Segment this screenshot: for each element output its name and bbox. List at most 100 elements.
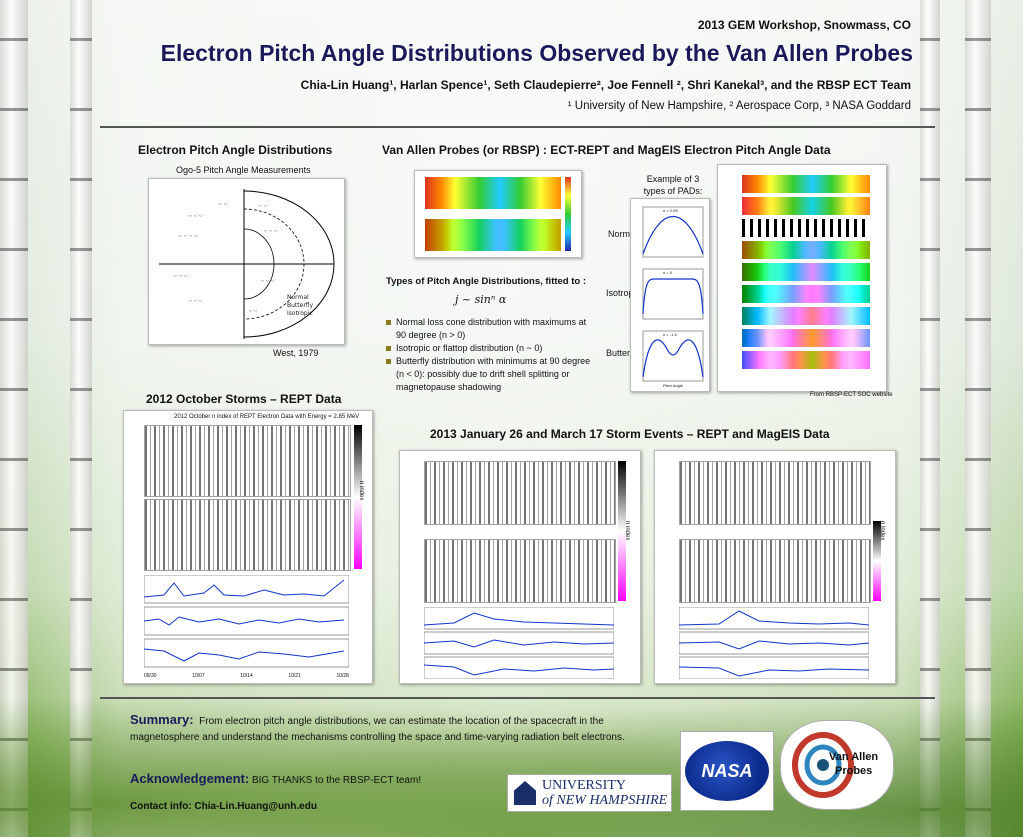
pad-n-isotropic: n = 0 xyxy=(663,270,673,275)
radiation-belt-icon xyxy=(792,732,854,798)
legend-normal: Normal xyxy=(287,294,309,301)
jan26-mageis-panel xyxy=(424,539,616,603)
footer-divider xyxy=(100,697,935,699)
rbsp-credit: From RBSP-ECT SOC website xyxy=(810,392,893,398)
rept-mageis-spectrogram xyxy=(414,170,582,258)
summary-row xyxy=(742,285,870,303)
date-tick: 10/07 xyxy=(192,673,205,679)
ack-label: Acknowledgement: xyxy=(130,771,250,786)
storms-2013-heading: 2013 January 26 and March 17 Storm Event… xyxy=(430,427,830,441)
svg-text:ᵕ ᵕ ᵕ: ᵕ ᵕ ᵕ xyxy=(264,228,277,236)
rbsp-heading: Van Allen Probes (or RBSP) : ECT-REPT an… xyxy=(382,143,831,157)
pad-bullet-list: Normal loss cone distribution with maxim… xyxy=(386,316,598,394)
jan26-rept-panel xyxy=(424,461,616,525)
tree-trunk xyxy=(70,0,92,837)
mar17-colorbar xyxy=(873,521,881,601)
colorbar xyxy=(354,425,362,569)
bullet-isotropic: Isotropic or flattop distribution (n ~ 0… xyxy=(386,342,598,355)
pad-curves xyxy=(642,206,704,382)
ack-block: Acknowledgement: BIG THANKS to the RBSP-… xyxy=(130,771,421,789)
bullet-butterfly: Butterfly distribution with minimums at … xyxy=(386,355,598,394)
ack-text: BIG THANKS to the RBSP-ECT team! xyxy=(251,775,422,786)
nasa-logo: NASA xyxy=(680,731,774,811)
summary-row xyxy=(742,351,870,369)
summary-row xyxy=(742,175,870,193)
svg-text:ᵕ ᵕ: ᵕ ᵕ xyxy=(219,201,227,209)
colorbar-label: n index xyxy=(358,481,364,501)
pad-xlabel: Pitch Angle xyxy=(663,383,684,388)
date-tick: 10/28 xyxy=(336,673,349,679)
mar17-solar-wind xyxy=(679,607,869,679)
pad-n-normal: n = 2.09 xyxy=(663,208,678,213)
ogo-caption: Ogo-5 Pitch Angle Measurements xyxy=(176,165,311,175)
spectrogram-colorbar xyxy=(565,177,571,251)
svg-text:ᵕ ᵕ ᵕ: ᵕ ᵕ ᵕ xyxy=(174,273,187,281)
pad-label-butterfly: Butterfly xyxy=(606,348,640,358)
storms-2012-heading: 2012 October Storms – REPT Data xyxy=(146,392,342,406)
date-tick: 10/21 xyxy=(288,673,301,679)
solar-wind-panels xyxy=(144,575,349,668)
summary-row xyxy=(742,307,870,325)
svg-text:ᵕ ᵕ: ᵕ ᵕ xyxy=(259,203,267,211)
vap-line2: Probes xyxy=(835,765,873,777)
summary-row xyxy=(742,219,870,237)
svg-text:ᵕ ᵕ: ᵕ ᵕ xyxy=(249,308,257,316)
svg-text:ᵕ ᵕ ᵕ: ᵕ ᵕ ᵕ xyxy=(261,278,274,286)
date-tick: 09/30 xyxy=(144,673,157,679)
jan26-solar-wind xyxy=(424,607,614,679)
n-index-panel xyxy=(144,425,351,497)
summary-row xyxy=(742,197,870,215)
ogo-diagram: ᵕ ᵕ ᵕ ᵕ ᵕ ᵕ ᵕ ᵕ ᵕ ᵕ ᵕ ᵕ ᵕ ᵕ ᵕ ᵕ ᵕ ᵕ ᵕ ᵕ ᵕ ᵕ … xyxy=(148,178,345,345)
bullet-normal: Normal loss cone distribution with maxim… xyxy=(386,316,598,342)
affiliations-line: ¹ University of New Hampshire, ² Aerospa… xyxy=(567,100,911,112)
date-tick: 10/14 xyxy=(240,673,253,679)
summary-text: From electron pitch angle distributions,… xyxy=(130,716,625,743)
summary-row xyxy=(742,241,870,259)
unh-line1: UNIVERSITY xyxy=(542,778,626,793)
mar17-colorbar-label: n index xyxy=(879,521,885,541)
pitch-angle-diagram: ᵕ ᵕ ᵕ ᵕ ᵕ ᵕ ᵕ ᵕ ᵕ ᵕ ᵕ ᵕ ᵕ ᵕ ᵕ ᵕ ᵕ ᵕ ᵕ ᵕ ᵕ ᵕ … xyxy=(159,189,335,339)
legend-butterfly: Butterfly xyxy=(287,302,314,309)
contact-info: Contact info: Chia-Lin.Huang@unh.edu xyxy=(130,801,317,812)
left-heading: Electron Pitch Angle Distributions xyxy=(138,143,333,157)
van-allen-probes-logo: Van Allen Probes xyxy=(780,720,894,810)
date-axis: 09/30 10/07 10/14 10/21 10/28 xyxy=(144,673,349,679)
svg-text:ᵕ ᵕ ᵕ ᵕ: ᵕ ᵕ ᵕ ᵕ xyxy=(179,233,197,241)
pad-examples: n = 2.09 n = 0 n = -1.5 Pitch Angle xyxy=(630,198,710,392)
storm-jan26-figure: n index xyxy=(399,450,641,684)
rept-heatmap xyxy=(425,177,561,209)
summary-label: Summary: xyxy=(130,712,194,727)
workshop-line: 2013 GEM Workshop, Snowmass, CO xyxy=(697,18,911,32)
summary-block: Summary: From electron pitch angle distr… xyxy=(130,712,650,746)
unh-building-icon xyxy=(514,781,536,805)
tree-trunk xyxy=(920,0,940,837)
unh-logo: UNIVERSITY of NEW HAMPSHIRE xyxy=(507,774,672,812)
vap-line1: Van Allen xyxy=(829,751,879,763)
rbsp-ect-summary-plot xyxy=(717,164,887,392)
unh-line2: of NEW HAMPSHIRE xyxy=(542,793,668,808)
summary-row xyxy=(742,329,870,347)
storms-2012-figure: 2012 October n index of REPT Electron Da… xyxy=(123,410,373,684)
fit-formula: j ~ sinⁿ α xyxy=(455,293,507,306)
pad-n-butterfly: n = -1.5 xyxy=(663,332,677,337)
legend-isotropic: Isotropic xyxy=(287,310,313,317)
west-credit: West, 1979 xyxy=(273,348,319,358)
mar17-mageis-panel xyxy=(679,539,871,603)
jan26-colorbar xyxy=(618,461,626,601)
jan26-colorbar-label: n index xyxy=(624,521,630,541)
pad-label-isotropic: Isotropic xyxy=(606,288,641,298)
flux-panel xyxy=(144,499,351,571)
svg-text:ᵕ ᵕ ᵕ: ᵕ ᵕ ᵕ xyxy=(189,213,202,221)
pad-label-normal: Normal xyxy=(608,229,638,239)
authors-line: Chia-Lin Huang¹, Harlan Spence¹, Seth Cl… xyxy=(300,78,911,92)
header-divider xyxy=(100,126,935,128)
example-caption: Example of 3 types of PADs: xyxy=(643,174,703,196)
storm-mar17-figure: n index xyxy=(654,450,896,684)
poster-title: Electron Pitch Angle Distributions Obser… xyxy=(160,40,913,66)
pad-types-heading: Types of Pitch Angle Distributions, fitt… xyxy=(386,276,587,287)
svg-text:ᵕ ᵕ ᵕ: ᵕ ᵕ ᵕ xyxy=(189,298,202,306)
storms-2012-plot-title: 2012 October n index of REPT Electron Da… xyxy=(174,414,360,420)
mageis-heatmap xyxy=(425,219,561,251)
nasa-meatball-icon: NASA xyxy=(685,741,769,801)
summary-row xyxy=(742,263,870,281)
